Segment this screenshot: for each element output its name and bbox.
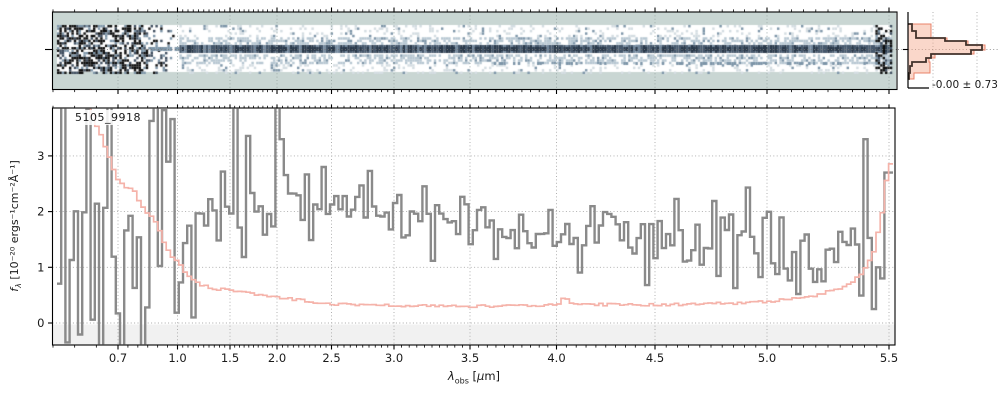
profile-histogram (908, 23, 983, 80)
frame-1d (51, 107, 896, 346)
x-tick-label: 2.0 (268, 351, 286, 365)
x-tick-label: 1.0 (168, 351, 186, 365)
x-tick-label: 0.7 (109, 351, 127, 365)
profile-stat-label: -0.00 ± 0.73 (931, 79, 998, 91)
flux-symbol: f (8, 287, 21, 292)
y-axis-label: fλ [10⁻²⁰ ergs⁻¹cm⁻²Å⁻¹] (8, 160, 24, 292)
x-tick-label: 1.5 (221, 351, 239, 365)
y-tick-label: 2 (37, 205, 44, 219)
x-tick-label: 4.5 (646, 351, 664, 365)
lambda-subscript: obs (454, 376, 469, 386)
flux-step-line (57, 108, 893, 345)
x-tick-label: 2.5 (322, 351, 340, 365)
frame-2d (51, 11, 898, 91)
flux-subscript: λ (14, 283, 24, 288)
2d-spectrum-image (53, 12, 896, 89)
y-tick-label: 3 (37, 149, 44, 163)
object-id-label: 5105_9918 (70, 110, 146, 125)
x-tick-label: 4.0 (547, 351, 565, 365)
below-zero-band (53, 324, 895, 345)
mu-symbol: μ (477, 369, 485, 383)
y-tick-label: 0 (37, 316, 44, 330)
x-tick-label: 3.5 (461, 351, 479, 365)
x-axis-label: λobs [μm] (447, 369, 501, 386)
lambda-symbol: λ (447, 369, 455, 383)
y-tick-label: 1 (37, 260, 44, 274)
x-tick-label: 3.0 (385, 351, 403, 365)
error-step-line (89, 108, 893, 309)
profile-model-fill (907, 23, 986, 80)
x-tick-label: 5.5 (880, 351, 898, 365)
x-tick-label: 5.0 (758, 351, 776, 365)
